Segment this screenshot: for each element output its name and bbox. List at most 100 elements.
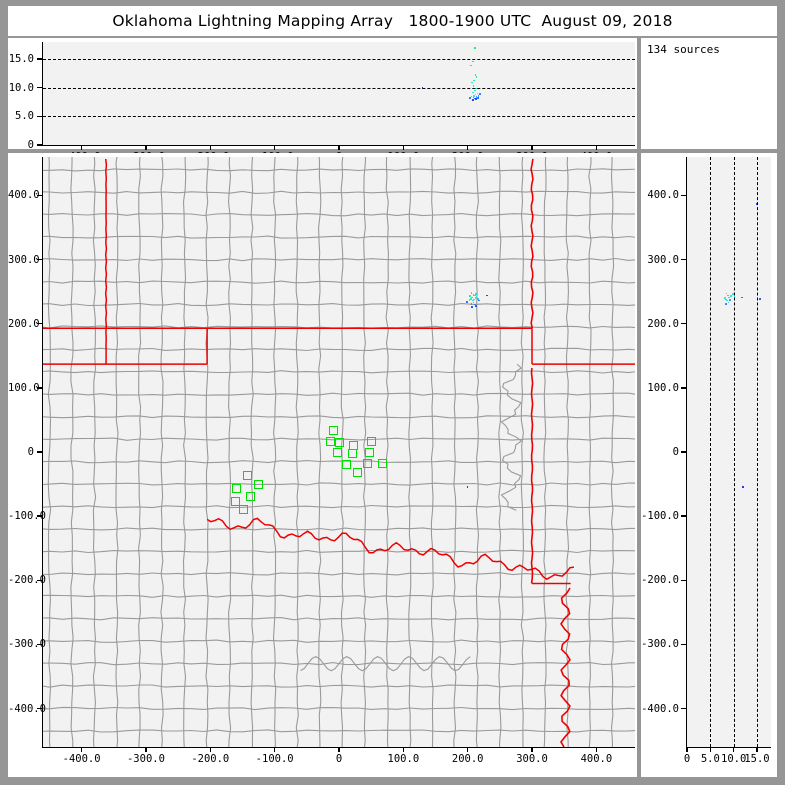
tick-y-map [37,258,43,261]
panel-legend: 134 sources [641,38,777,149]
tick-label-y-map: -400.0 [8,702,46,715]
plot-area-altitude-vs-east[interactable] [43,42,635,145]
lma-station-marker [377,458,387,468]
source-point [473,97,476,100]
county-border [43,280,635,284]
source-point [725,303,727,305]
source-point [478,299,481,302]
county-border [453,157,457,747]
source-point [473,79,475,82]
county-border [227,157,232,747]
tick-x-map [466,747,469,752]
county-border [43,549,635,554]
county-border [43,190,635,194]
source-point [472,91,474,94]
tick-y-right [681,258,687,261]
tick-label-x-map: 200.0 [451,753,484,765]
tick-y-map [37,643,43,646]
county-border [565,157,570,747]
tick-label-x-map: -100.0 [255,753,294,765]
county-border [43,594,635,598]
lma-station-marker [347,448,357,458]
tick-label-y-right: -400.0 [641,702,679,715]
source-point [755,203,758,205]
lma-station-marker [232,483,242,493]
tick-x-top [531,145,533,150]
tick-y-map [37,323,43,325]
county-border [588,157,592,747]
plot-area-plan-view[interactable] [43,157,635,747]
tick-label-y-right: 0 [672,446,679,458]
source-point [727,301,730,304]
plot-area-altitude-vs-north[interactable] [687,157,771,747]
tick-label-y-map: 400.0 [8,189,40,202]
source-point [473,89,476,92]
source-point [724,297,726,299]
lma-station-marker [332,447,342,457]
panel-altitude-vs-east: 05.010.015.0-400.0-300.0-200.0-100.00100… [8,38,637,163]
county-border [43,235,635,239]
tick-label-y-map: -300.0 [8,638,46,651]
lma-station-marker [325,436,335,446]
source-point [470,64,472,67]
tick-label-x-map: 100.0 [387,753,420,765]
county-border [138,157,142,747]
source-point [477,97,479,99]
tick-x-top [273,145,276,150]
tick-x-right [686,747,688,752]
source-point [473,46,476,49]
tick-y-map [37,707,43,710]
source-point [469,97,472,99]
county-border [43,437,635,441]
panel-altitude-vs-north: -400.0 -300.0 -200.0 -100.0 0 100.0 200.0 300.0… [641,153,777,777]
source-point [728,296,730,299]
tick-y-right [681,515,687,517]
tick-label-y-map: 300.0 [8,253,40,266]
source-point [486,294,488,297]
source-point [472,96,475,99]
tick-y-map [37,387,43,389]
source-point [479,93,481,95]
page-title: Oklahoma Lightning Mapping Array 1800-19… [112,12,673,30]
tick-label-x-right: 10.0 [721,753,747,765]
tick-label-y-top: 0 [27,139,34,151]
source-point [470,292,473,294]
state-border-ok-mo [530,158,534,329]
source-point [473,294,476,297]
source-count-label: 134 sources [647,43,720,56]
axis-line-x-right [686,747,771,749]
source-point [475,98,477,101]
county-border [43,392,635,396]
tick-label-y-map: -200.0 [8,574,46,587]
county-border [43,572,635,576]
tick-x-right [756,747,758,752]
source-point [474,74,477,76]
tick-label-y-right: 400.0 [647,189,679,202]
source-point [475,76,478,78]
source-point [472,85,475,87]
tick-y-right [681,387,687,389]
tick-x-top [402,145,405,150]
lma-station-marker [362,458,372,468]
county-border [43,168,635,172]
source-point [726,299,728,302]
source-point [471,296,473,299]
gridline-h [43,87,635,89]
gridline-v [757,157,758,747]
state-border-ok-ar [530,367,534,584]
tick-label-y-map: 200.0 [8,317,40,330]
source-point [729,299,731,301]
river-line [500,363,523,511]
tick-label-y-right: 100.0 [647,381,679,394]
source-point [477,94,480,97]
map-geography [43,157,635,747]
source-point [473,298,475,301]
county-border [43,617,635,621]
tick-x-top [145,145,147,150]
county-border [70,157,74,747]
source-point [472,301,475,304]
tick-label-y-top: 15.0 [8,53,34,66]
county-border [43,706,635,711]
state-border-panhandle-west [104,158,108,365]
county-border [92,157,97,747]
